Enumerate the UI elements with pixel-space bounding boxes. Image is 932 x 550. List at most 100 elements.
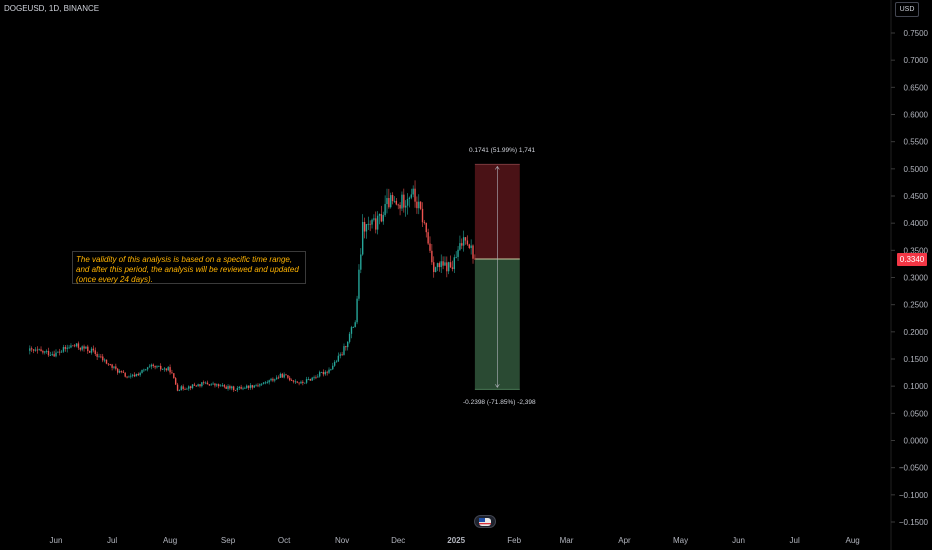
candle: [287, 375, 289, 380]
candle: [150, 363, 153, 370]
candle: [268, 379, 270, 385]
candle: [66, 344, 68, 353]
currency-button[interactable]: USD: [895, 2, 919, 17]
candle: [68, 345, 70, 349]
candle: [292, 379, 295, 384]
candle: [425, 222, 427, 238]
candle: [79, 347, 82, 352]
candle: [244, 386, 246, 389]
candle: [231, 385, 233, 391]
candle: [109, 363, 111, 366]
candle: [369, 220, 371, 232]
candle: [117, 367, 119, 375]
candle: [423, 220, 426, 225]
candle: [51, 351, 53, 357]
candle: [191, 383, 194, 390]
candle: [247, 385, 250, 390]
candle: [29, 345, 31, 355]
candle: [300, 380, 302, 384]
x-tick-label: 2025: [447, 536, 465, 545]
y-tick: 0.0000: [891, 437, 929, 446]
candle: [206, 380, 209, 385]
y-tick: 0.6000: [891, 111, 929, 120]
candle: [296, 381, 298, 384]
candle: [169, 364, 171, 375]
candle: [167, 365, 169, 372]
candle: [257, 383, 259, 388]
candle: [395, 198, 398, 206]
candle: [289, 375, 291, 382]
x-tick-label: Apr: [618, 536, 631, 545]
candle: [274, 378, 276, 383]
x-tick-label: Jul: [107, 536, 117, 545]
candle: [427, 228, 429, 245]
y-tick-label: 0.7000: [904, 56, 929, 65]
candle: [388, 188, 390, 209]
candle: [373, 214, 375, 222]
candle: [470, 239, 472, 255]
last-price-tag: 0.3340: [897, 253, 927, 266]
candle: [122, 370, 125, 373]
candle: [203, 380, 205, 385]
candle: [348, 331, 351, 344]
y-axis[interactable]: 0.7500 0.7000 0.6500 0.6000 0.5500 0.5000 0.45…: [891, 29, 929, 527]
candle: [229, 384, 231, 390]
x-axis[interactable]: Jun Jul Aug Sep Oct Nov Dec 2025 Feb Mar Apr May Jun…: [50, 536, 860, 545]
candle: [217, 383, 220, 389]
candle: [128, 375, 130, 378]
candle: [343, 343, 345, 356]
candle: [180, 385, 182, 391]
candle: [367, 216, 369, 230]
candle: [305, 376, 308, 385]
candle: [184, 387, 186, 390]
candle: [77, 341, 80, 350]
x-tick-label: Oct: [278, 536, 291, 545]
candle: [178, 389, 181, 392]
candle: [307, 376, 310, 381]
candle: [85, 346, 87, 350]
candle: [83, 344, 85, 352]
candle: [313, 375, 315, 380]
candle: [74, 344, 76, 348]
candle: [360, 248, 362, 274]
candle: [148, 364, 151, 368]
candle: [406, 193, 409, 215]
candle: [139, 371, 141, 377]
analysis-note[interactable]: The validity of this analysis is based o…: [72, 251, 306, 284]
candle: [311, 376, 313, 381]
candle: [318, 370, 321, 378]
y-tick-label: 0.5000: [904, 165, 929, 174]
position-tool[interactable]: [474, 163, 520, 390]
candle: [59, 348, 61, 356]
candle: [161, 368, 164, 370]
x-tick-label: Jun: [50, 536, 63, 545]
candle: [236, 386, 239, 393]
x-tick-label: May: [673, 536, 688, 545]
candle: [328, 367, 330, 374]
candle: [376, 211, 379, 235]
tradingview-logo-icon[interactable]: [474, 515, 496, 528]
candle: [70, 343, 72, 349]
candle: [448, 261, 450, 275]
y-tick-label: −0.1000: [899, 491, 929, 500]
candle: [62, 344, 65, 353]
candle: [393, 196, 396, 203]
candle: [365, 224, 368, 239]
candle: [176, 382, 179, 392]
candle: [459, 235, 461, 251]
candle: [90, 346, 93, 355]
candle: [290, 378, 293, 381]
candle: [285, 373, 287, 376]
candle: [47, 347, 50, 357]
y-tick: 0.5000: [891, 165, 929, 174]
candle: [408, 196, 411, 208]
y-tick: 0.1500: [891, 355, 929, 364]
candle: [197, 383, 199, 387]
candle: [92, 345, 95, 353]
candle: [216, 383, 218, 388]
candle: [404, 200, 407, 217]
candle: [204, 381, 207, 385]
candle: [390, 192, 392, 209]
candle: [137, 372, 139, 377]
